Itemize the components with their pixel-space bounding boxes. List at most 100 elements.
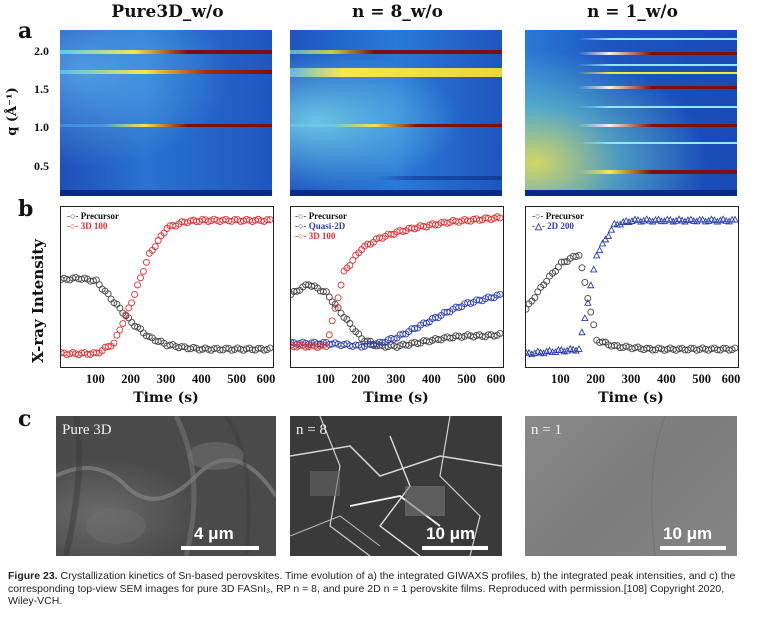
data-point <box>95 281 103 289</box>
data-point <box>496 330 503 337</box>
legend-label: Precursor <box>308 211 348 221</box>
data-point <box>139 267 147 275</box>
scale-label-n8: 10 μm <box>426 524 476 543</box>
x-tick-label: 200 <box>351 372 371 386</box>
data-point <box>725 217 733 225</box>
data-point <box>604 231 613 239</box>
xlabel-n8: Time (s) <box>363 390 429 406</box>
data-point <box>560 258 568 266</box>
caption-text: Crystallization kinetics of Sn-based per… <box>8 570 736 607</box>
data-point <box>563 346 571 354</box>
data-point <box>666 215 675 223</box>
data-point <box>487 294 495 302</box>
legend-label: Quasi-2D <box>308 221 346 231</box>
data-point <box>581 314 589 322</box>
data-point <box>648 217 657 225</box>
x-tick-label: 100 <box>315 372 335 386</box>
figure-caption: Figure 23. Crystallization kinetics of S… <box>8 570 750 608</box>
data-point <box>575 345 583 352</box>
data-point <box>322 288 330 296</box>
data-point <box>414 340 422 348</box>
data-point <box>334 294 342 302</box>
data-point <box>698 215 707 223</box>
data-point <box>716 216 725 224</box>
legend-label: Precursor <box>80 211 120 221</box>
x-tick-label: 300 <box>386 372 406 386</box>
data-point <box>104 343 112 351</box>
data-point <box>560 347 569 355</box>
data-point <box>587 281 595 289</box>
data-point <box>678 216 686 224</box>
data-point <box>325 331 333 339</box>
x-tick-label: 300 <box>621 372 641 386</box>
x-tick-label: 300 <box>156 372 176 386</box>
data-point <box>704 216 713 224</box>
x-tick-label: 500 <box>692 372 712 386</box>
data-point <box>204 218 212 225</box>
data-point <box>151 243 159 251</box>
ytick-1-0: 1.0 <box>34 120 49 134</box>
giwaxs-map-n1 <box>525 30 737 196</box>
sem-image-n8: n = 8 10 μm <box>290 416 502 556</box>
data-point <box>237 217 245 225</box>
legend-item: -○- 3D 100 <box>295 231 336 241</box>
data-point <box>458 333 466 341</box>
sem-label-n8: n = 8 <box>296 422 327 438</box>
data-point <box>337 281 345 289</box>
sem-label-n1: n = 1 <box>531 422 562 438</box>
sem-texture-n8 <box>290 416 502 556</box>
legend-label: 3D 100 <box>80 221 108 231</box>
data-point <box>531 349 539 357</box>
plot-svg-1 <box>291 213 503 351</box>
data-point <box>660 346 668 354</box>
data-point <box>590 321 598 329</box>
data-point <box>610 341 618 349</box>
data-point <box>551 348 560 355</box>
data-point <box>687 344 695 352</box>
col-title-n1: n = 1_w/o <box>587 2 678 22</box>
data-point <box>142 258 150 266</box>
data-point <box>63 351 71 359</box>
data-point <box>61 349 65 357</box>
scale-bar-n1 <box>660 546 726 550</box>
legend-item: -○- Precursor <box>67 211 120 221</box>
legend-label: 2D 200 <box>547 221 574 231</box>
x-tick-label: 600 <box>256 372 276 386</box>
data-point <box>637 217 645 225</box>
panel-a-ylabel: q (Å⁻¹) <box>4 87 20 136</box>
data-point <box>349 256 357 264</box>
x-tick-label: 200 <box>121 372 141 386</box>
x-tick-label: 600 <box>721 372 741 386</box>
data-point <box>178 343 186 350</box>
data-point <box>358 343 366 351</box>
data-point <box>346 262 354 269</box>
data-point <box>578 264 586 272</box>
giwaxs-map-pure3d <box>60 30 272 196</box>
data-point <box>190 343 197 351</box>
data-point <box>713 217 722 225</box>
data-point <box>355 330 363 338</box>
legend-item: -○- 3D 100 <box>67 221 108 231</box>
data-point <box>731 215 738 223</box>
data-point <box>260 346 268 354</box>
data-point <box>681 217 689 225</box>
data-point <box>642 215 651 223</box>
panel-letter-a: a <box>18 18 33 44</box>
data-point <box>325 293 333 301</box>
col-title-pure3d: Pure3D_w/o <box>111 2 224 22</box>
data-point <box>595 246 604 254</box>
col-title-n8: n = 8_w/o <box>352 2 443 22</box>
data-point <box>291 338 295 346</box>
scale-label-pure3d: 4 μm <box>194 524 234 543</box>
data-point <box>198 216 206 223</box>
data-point <box>592 251 601 259</box>
data-point <box>526 305 530 313</box>
xlabel-pure3d: Time (s) <box>133 390 199 406</box>
x-tick-label: 600 <box>486 372 506 386</box>
data-point <box>319 288 327 296</box>
data-point <box>266 216 273 223</box>
legend-item: -○- Quasi-2D <box>295 221 346 231</box>
data-point <box>660 217 669 225</box>
data-point <box>128 299 136 307</box>
data-point <box>399 228 407 235</box>
